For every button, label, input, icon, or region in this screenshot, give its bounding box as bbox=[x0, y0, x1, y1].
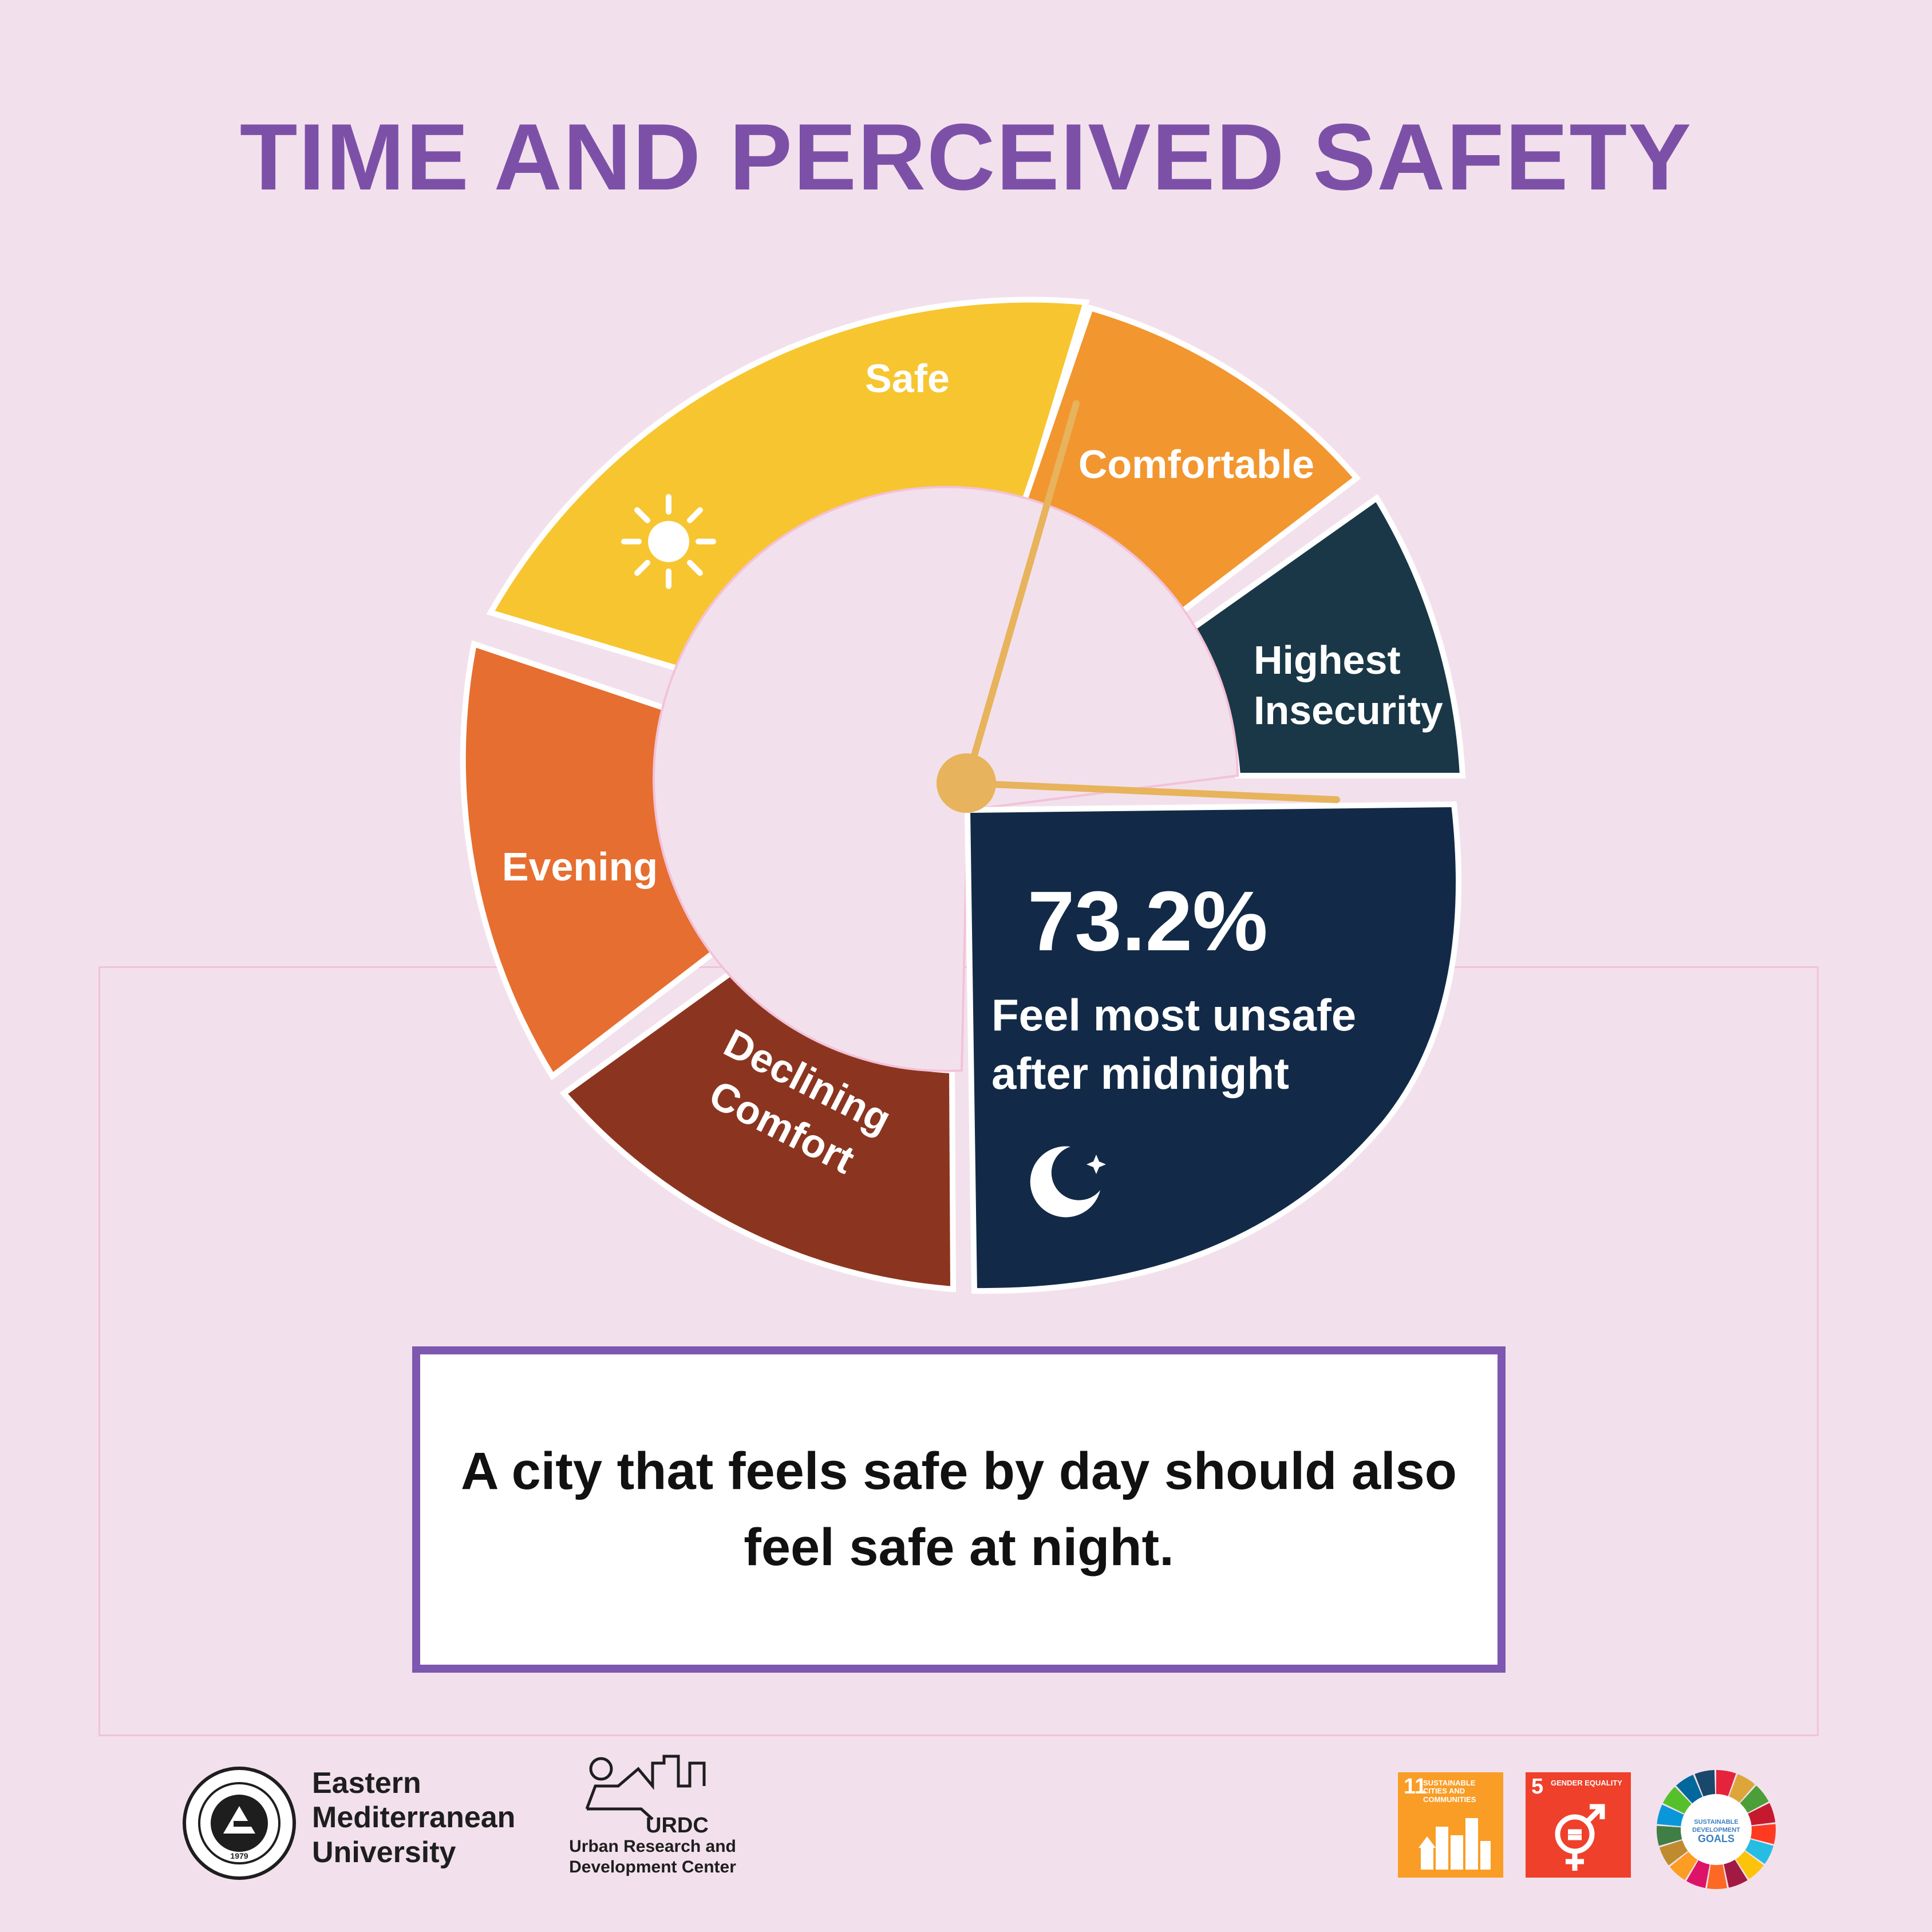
clock-hand-short bbox=[963, 780, 1340, 803]
clock-hand-long bbox=[963, 400, 1080, 787]
sdg-wheel-label-line: GOALS bbox=[1698, 1833, 1735, 1844]
sun-icon bbox=[621, 494, 716, 589]
emu-name-line: Mediterranean bbox=[312, 1801, 516, 1835]
sdg-5-badge: 5 GENDER EQUALITY bbox=[1526, 1772, 1631, 1878]
segment-comfortable-label: Comfortable bbox=[1078, 442, 1314, 487]
emu-name-line: Eastern bbox=[312, 1767, 421, 1800]
segment-evening-label: Evening bbox=[502, 844, 658, 889]
sdg-11-number: 11 bbox=[1404, 1775, 1427, 1799]
page-title: TIME AND PERCEIVED SAFETY bbox=[239, 104, 1693, 210]
sdg-5-number: 5 bbox=[1531, 1775, 1544, 1799]
callout-box: A city that feels safe by day should als… bbox=[412, 1346, 1506, 1673]
gender-equality-icon bbox=[1555, 1804, 1605, 1871]
urdc-name-line: Development Center bbox=[569, 1858, 736, 1876]
sdg-wheel-label-line: DEVELOPMENT bbox=[1692, 1827, 1740, 1834]
segment-safe-label: Safe bbox=[865, 356, 950, 401]
clock-hand-pivot bbox=[937, 753, 996, 813]
moon-star-icon bbox=[1030, 1146, 1106, 1218]
callout-text: A city that feels safe by day should als… bbox=[460, 1441, 1457, 1577]
segment-highest-insecurity-label: Insecurity bbox=[1254, 688, 1443, 733]
highlight-text-line-2: after midnight bbox=[991, 1048, 1289, 1099]
urdc-logo-icon bbox=[585, 1755, 706, 1820]
emu-seal-logo: 1979 bbox=[183, 1767, 296, 1880]
highlight-percentage: 73.2% bbox=[1028, 874, 1268, 969]
segment-highest-insecurity-label: Highest bbox=[1254, 638, 1401, 682]
emu-name: Eastern Mediterranean University bbox=[312, 1766, 515, 1870]
urdc-name-line: Urban Research and bbox=[569, 1837, 736, 1856]
sdg-5-label: GENDER EQUALITY bbox=[1551, 1779, 1622, 1787]
sdg-11-badge: 11 SUSTAINABLE CITIES AND COMMUNITIES bbox=[1398, 1772, 1503, 1878]
after-midnight-segment bbox=[964, 801, 1461, 1294]
safety-clock-chart: SafeComfortableHighestInsecurityDeclinin… bbox=[460, 297, 1466, 1294]
emu-seal-year: 1979 bbox=[230, 1851, 248, 1860]
sdg-11-label: SUSTAINABLE CITIES AND COMMUNITIES bbox=[1423, 1779, 1476, 1804]
urdc-name: Urban Research and Development Center bbox=[550, 1836, 756, 1878]
city-buildings-icon bbox=[1419, 1818, 1491, 1870]
clock-hands bbox=[937, 400, 1340, 813]
clock-segments: SafeComfortableHighestInsecurityDeclinin… bbox=[460, 297, 1466, 1293]
highlight-text-line-1: Feel most unsafe bbox=[991, 990, 1356, 1040]
urdc-abbreviation: URDC bbox=[646, 1814, 709, 1838]
sdg-wheel-logo: SUSTAINABLE DEVELOPMENT GOALS bbox=[1657, 1770, 1776, 1889]
emu-name-line: University bbox=[312, 1835, 456, 1869]
sdg-wheel-label-line: SUSTAINABLE bbox=[1694, 1819, 1738, 1826]
